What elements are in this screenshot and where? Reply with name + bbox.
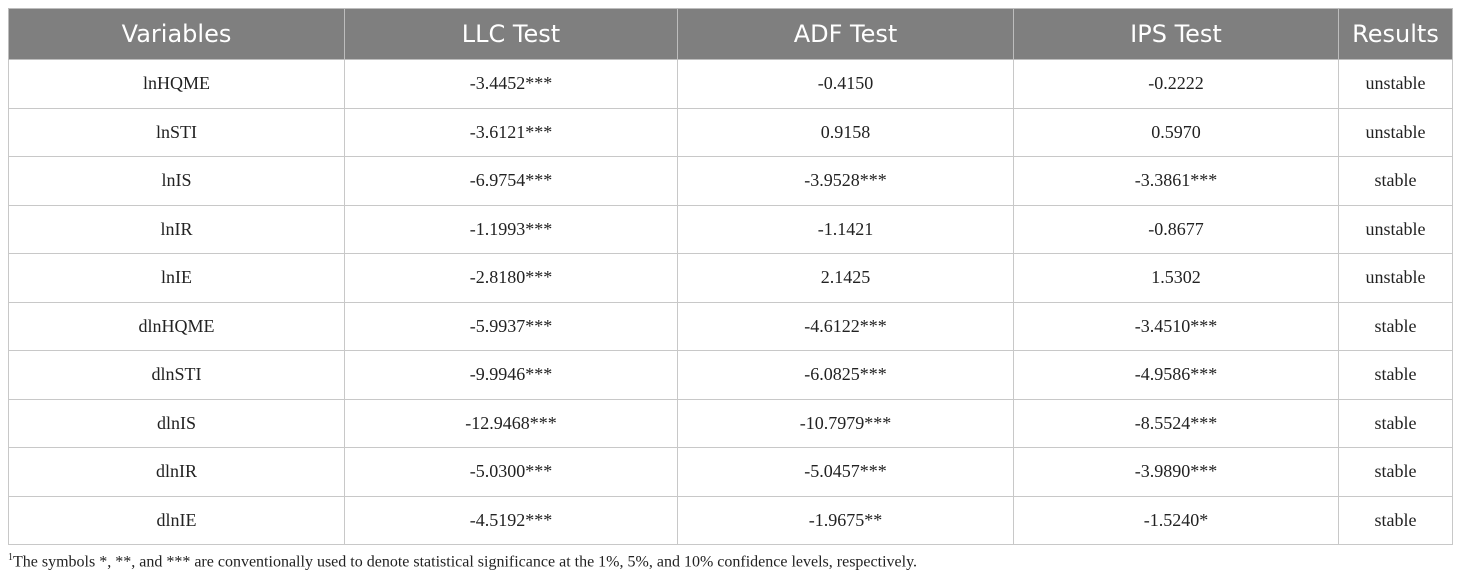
table-cell: dlnIR	[8, 447, 345, 497]
table-cell: 2.1425	[677, 253, 1014, 303]
header-cell: LLC Test	[344, 8, 678, 60]
table-cell: unstable	[1338, 204, 1453, 254]
table-cell: -12.9468***	[344, 398, 678, 448]
table-cell: 0.5970	[1013, 107, 1339, 157]
header-cell: Variables	[8, 8, 345, 60]
table-row: dlnIR -5.0300*** -5.0457*** -3.9890*** stabl…	[8, 447, 1453, 497]
table-cell: -5.0300***	[344, 447, 678, 497]
table-cell: -0.8677	[1013, 204, 1339, 254]
table-body: lnHQME -3.4452*** -0.4150 -0.2222 unstable ln…	[8, 59, 1453, 545]
table-cell: -3.9528***	[677, 156, 1014, 206]
table-row: lnIS -6.9754*** -3.9528*** -3.3861*** stable	[8, 156, 1453, 206]
table-cell: -0.4150	[677, 59, 1014, 109]
table-cell: -9.9946***	[344, 350, 678, 400]
header-cell: Results	[1338, 8, 1453, 60]
table-cell: unstable	[1338, 253, 1453, 303]
footnote-text: The symbols *, **, and *** are conventio…	[13, 553, 918, 571]
table-cell: 0.9158	[677, 107, 1014, 157]
header-cell: IPS Test	[1013, 8, 1339, 60]
table-cell: -3.3861***	[1013, 156, 1339, 206]
table-row: dlnIS -12.9468*** -10.7979*** -8.5524*** sta…	[8, 398, 1453, 448]
table-cell: -4.5192***	[344, 495, 678, 545]
table-cell: -0.2222	[1013, 59, 1339, 109]
table-cell: lnIS	[8, 156, 345, 206]
table-cell: lnHQME	[8, 59, 345, 109]
table-cell: stable	[1338, 398, 1453, 448]
table-cell: -5.0457***	[677, 447, 1014, 497]
table-cell: -3.6121***	[344, 107, 678, 157]
table-row: lnHQME -3.4452*** -0.4150 -0.2222 unstable	[8, 59, 1453, 109]
table-cell: -8.5524***	[1013, 398, 1339, 448]
table-cell: dlnHQME	[8, 301, 345, 351]
table-row: lnIE -2.8180*** 2.1425 1.5302 unstable	[8, 253, 1453, 303]
table-cell: stable	[1338, 156, 1453, 206]
table-cell: dlnIE	[8, 495, 345, 545]
table-row: dlnIE -4.5192*** -1.9675** -1.5240* stable	[8, 495, 1453, 545]
table-cell: -10.7979***	[677, 398, 1014, 448]
table-cell: -1.1421	[677, 204, 1014, 254]
table-row: dlnHQME -5.9937*** -4.6122*** -3.4510*** sta…	[8, 301, 1453, 351]
table-cell: dlnIS	[8, 398, 345, 448]
table-cell: unstable	[1338, 107, 1453, 157]
table-cell: -4.9586***	[1013, 350, 1339, 400]
table-row: dlnSTI -9.9946*** -6.0825*** -4.9586*** stab…	[8, 350, 1453, 400]
table-cell: lnIE	[8, 253, 345, 303]
table-row: lnSTI -3.6121*** 0.9158 0.5970 unstable	[8, 107, 1453, 157]
table-cell: stable	[1338, 301, 1453, 351]
table-cell: 1.5302	[1013, 253, 1339, 303]
table-cell: -3.4452***	[344, 59, 678, 109]
table-cell: lnIR	[8, 204, 345, 254]
table-cell: lnSTI	[8, 107, 345, 157]
data-table: Variables LLC Test ADF Test IPS Test Results…	[8, 8, 1453, 545]
table-cell: -3.4510***	[1013, 301, 1339, 351]
footnote: 1The symbols *, **, and *** are conventi…	[8, 552, 917, 571]
table-cell: -5.9937***	[344, 301, 678, 351]
table-cell: unstable	[1338, 59, 1453, 109]
table-cell: -6.9754***	[344, 156, 678, 206]
table-cell: dlnSTI	[8, 350, 345, 400]
table-row: lnIR -1.1993*** -1.1421 -0.8677 unstable	[8, 204, 1453, 254]
table-cell: -1.9675**	[677, 495, 1014, 545]
table-cell: stable	[1338, 350, 1453, 400]
header-row: Variables LLC Test ADF Test IPS Test Results	[8, 8, 1453, 60]
table-cell: -3.9890***	[1013, 447, 1339, 497]
footnote-marker: 1	[8, 552, 13, 563]
table-cell: stable	[1338, 447, 1453, 497]
table-cell: -2.8180***	[344, 253, 678, 303]
table-cell: -6.0825***	[677, 350, 1014, 400]
header-cell: ADF Test	[677, 8, 1014, 60]
table-cell: stable	[1338, 495, 1453, 545]
table-cell: -4.6122***	[677, 301, 1014, 351]
table-cell: -1.5240*	[1013, 495, 1339, 545]
table-cell: -1.1993***	[344, 204, 678, 254]
